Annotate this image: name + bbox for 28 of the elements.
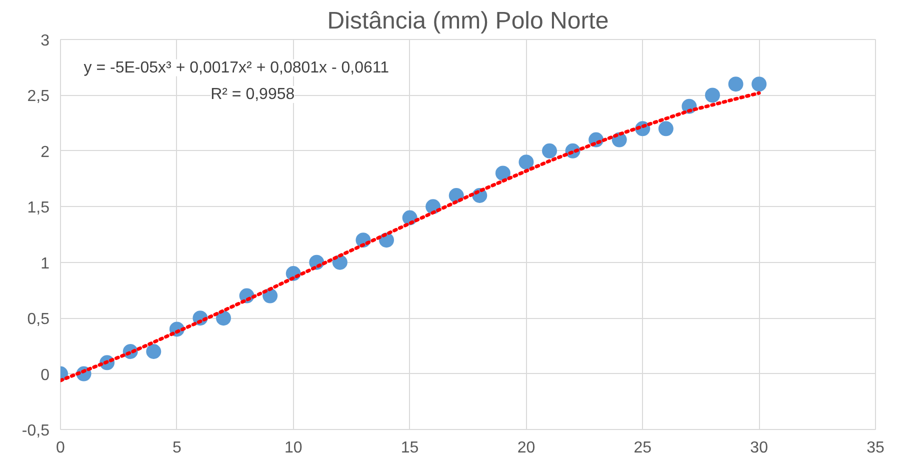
point: [752, 76, 767, 92]
annotation: R² = 0,9958: [210, 86, 295, 104]
point: [146, 344, 162, 359]
chart-title: Distância (mm) Polo Norte: [327, 8, 609, 34]
y-tick-label: 0,5: [27, 311, 50, 328]
y-tick-label: 0: [40, 366, 50, 384]
x-tick-label: 35: [866, 440, 884, 456]
point: [658, 121, 674, 136]
y-tick-label: 2,5: [27, 88, 50, 106]
point: [518, 154, 534, 170]
point: [495, 166, 510, 181]
x-tick-label: 20: [517, 440, 536, 456]
annotation: y = -5E-05x³ + 0,0017x² + 0,0801x - 0,0611: [84, 59, 390, 76]
y-tick-label: -0,5: [22, 422, 50, 440]
y-tick-label: 1,5: [27, 200, 50, 217]
y-tick-label: 3: [40, 32, 50, 50]
x-tick-label: 5: [172, 440, 182, 456]
point: [216, 310, 231, 326]
x-tick-label: 10: [284, 440, 302, 456]
point: [542, 143, 557, 158]
y-tick-label: 1: [40, 255, 50, 272]
x-tick-label: 25: [634, 440, 652, 456]
point: [728, 76, 744, 92]
x-tick-label: 0: [56, 440, 66, 456]
x-tick-label: 15: [400, 440, 419, 456]
y-tick-label: 2: [40, 144, 50, 161]
point: [705, 88, 720, 103]
x-tick-label: 30: [750, 440, 768, 456]
